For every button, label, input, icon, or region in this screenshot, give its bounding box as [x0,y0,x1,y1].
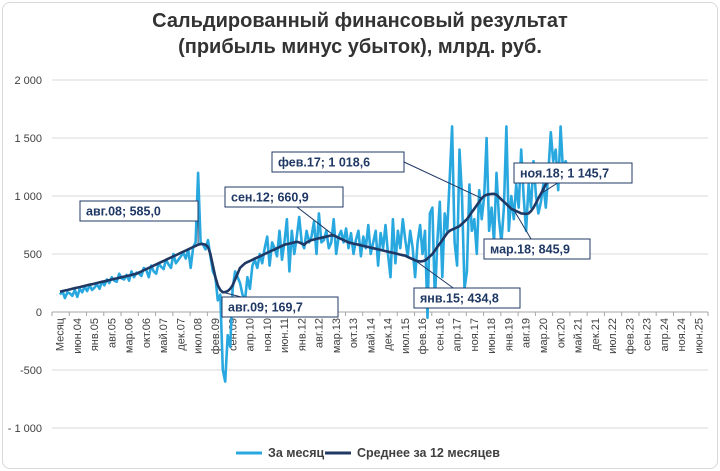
chart-title-line2: (прибыль минус убыток), млрд. руб. [178,36,542,58]
x-tick-label: авг.05 [106,318,118,348]
chart-title-line1: Сальдированный финансовый результат [152,10,568,32]
x-tick-label: сен.16 [434,318,446,351]
x-tick-label: Месяц [55,317,67,351]
x-tick-label: июн.18 [486,318,498,354]
annotation-label: ноя.18; 1 145,7 [520,167,609,181]
x-tick-label: июн.11 [279,318,291,353]
x-tick-label: июн.04 [72,318,84,354]
x-tick-label: фев.16 [417,318,429,354]
annotation-box [79,200,199,222]
x-tick-label: май.07 [158,318,170,353]
x-tick-label: июл.15 [400,318,412,354]
x-tick-label: мар.20 [538,318,550,353]
x-tick-label: окт.13 [348,318,360,348]
annotation-label: мар.18; 845,9 [490,243,570,257]
x-tick-label: окт.20 [555,318,567,348]
y-tick-label: 1 000 [14,191,42,203]
x-tick-label: дек.07 [175,318,187,351]
legend-label-monthly: За месяц [268,446,325,460]
x-tick-label: ноя.24 [676,318,688,351]
x-tick-label: дек.21 [590,318,602,351]
x-tick-label: май.14 [365,318,377,353]
annotation-label: янв.15; 434,8 [420,292,499,306]
y-tick-label: 2 000 [14,75,42,87]
x-tick-label: окт.06 [141,318,153,348]
y-tick-label: 500 [24,249,42,261]
annotation-label: авг.08; 585,0 [86,205,161,219]
annotation-leader [403,161,482,199]
legend-label-average: Среднее за 12 месяцев [357,446,500,460]
annotation-box [483,238,591,260]
x-tick-label: фев.23 [624,318,636,354]
annotation-label: сен.12; 660,9 [231,191,309,205]
chart-title: Сальдированный финансовый результат (при… [0,8,720,60]
x-tick-label: авг.19 [521,318,533,348]
x-tick-label: янв.05 [89,318,101,351]
x-tick-label: ноя.17 [469,318,481,351]
x-tick-label: июн.25 [693,318,705,354]
x-tick-label: ноя.10 [262,318,274,351]
x-tick-label: янв.19 [503,318,515,351]
x-tick-label: фев.09 [210,318,222,354]
x-tick-label: мар.13 [331,318,343,353]
annotation-box [221,296,339,318]
annotation-label: авг.09; 169,7 [228,301,303,315]
x-tick-label: июл.08 [193,318,205,354]
annotation-box [271,151,405,173]
y-tick-label: 1 500 [14,133,42,145]
series-line-average [59,178,552,294]
y-tick-label: -500 [20,365,42,377]
x-tick-label: дек.14 [383,318,395,351]
annotation-box [224,186,344,208]
x-tick-label: апр.17 [452,318,464,351]
y-tick-label: 0 [36,307,42,319]
annotation-label: фев.17; 1 018,6 [278,156,370,170]
annotation-box [513,162,633,184]
x-tick-label: апр.10 [245,318,257,351]
x-tick-label: авг.12 [314,318,326,348]
x-tick-label: мар.06 [124,318,136,353]
x-tick-label: июл.22 [607,318,619,354]
annotation-box [413,287,521,309]
x-tick-label: апр.24 [659,318,671,351]
x-tick-label: май.21 [573,318,585,353]
x-tick-label: сен.23 [642,318,654,351]
y-tick-label: - 1 000 [8,423,42,435]
x-tick-label: янв.12 [296,318,308,351]
